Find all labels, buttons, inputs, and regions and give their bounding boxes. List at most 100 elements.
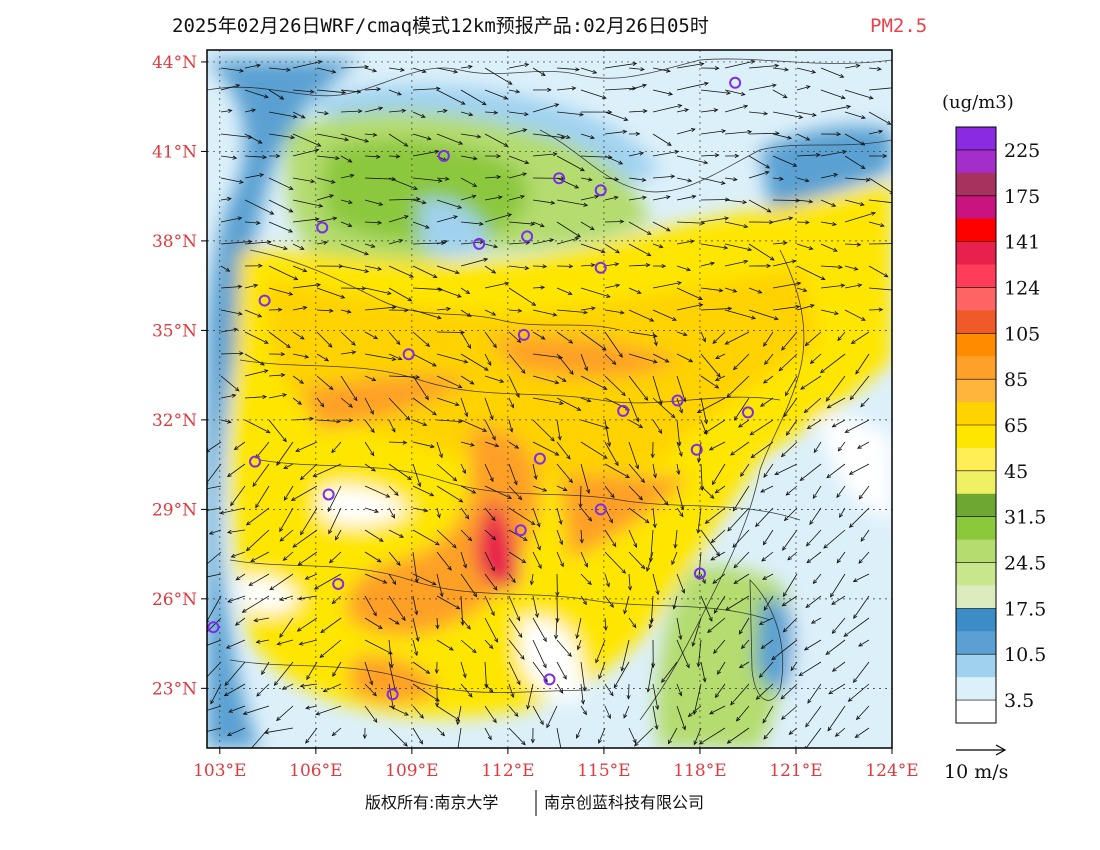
wind-arrow: [335, 529, 342, 541]
wind-arrow: [762, 705, 774, 724]
wind-arrow: [804, 331, 822, 347]
wind-arrow: [220, 216, 243, 223]
wind-arrow: [412, 199, 427, 205]
wind-arrow: [700, 108, 719, 113]
wind-arrow: [316, 216, 338, 223]
wind-arrow: [220, 375, 240, 392]
wind-arrow: [388, 353, 403, 361]
wind-arrow: [508, 89, 521, 94]
wind-arrow: [868, 265, 889, 278]
colorbar-swatch: [956, 356, 996, 380]
wind-arrow: [484, 89, 509, 100]
wind-arrow: [700, 153, 720, 158]
wind-arrow: [868, 221, 885, 228]
wind-arrow: [580, 194, 600, 201]
city-stations: [207, 76, 754, 701]
wind-arrow: [305, 705, 318, 710]
wind-arrow: [508, 172, 528, 179]
wind-arrow: [340, 173, 355, 179]
wind-arrow: [460, 617, 471, 630]
wind-arrow: [268, 331, 291, 349]
wind-arrow: [700, 375, 720, 389]
wind-arrow: [364, 463, 376, 472]
wind-arrow: [332, 661, 342, 678]
wind-arrow: [532, 87, 552, 92]
wind-arrow: [580, 89, 607, 100]
wind-arrow: [785, 419, 798, 436]
colorbar-swatch: [956, 218, 996, 243]
wind-arrow: [578, 485, 583, 509]
wind-arrow: [820, 243, 838, 252]
wind-arrow: [813, 441, 822, 454]
wind-arrow: [292, 111, 306, 119]
wind-arrow: [781, 331, 798, 351]
lon-tick-label: 118°E: [673, 761, 726, 781]
wind-arrow: [434, 683, 440, 708]
wind-arrow: [844, 155, 866, 170]
wind-arrow: [436, 108, 448, 114]
colorbar-label: 124: [1004, 277, 1040, 299]
wind-arrow: [652, 243, 664, 249]
wind-arrow: [227, 595, 246, 603]
wind-arrow: [244, 369, 269, 377]
wind-arrow: [628, 263, 651, 268]
wind-arrow: [230, 551, 246, 558]
wind-arrow: [364, 287, 392, 296]
wind-arrow: [364, 485, 391, 498]
wind-arrow: [436, 133, 464, 145]
chart-title: 2025年02月26日WRF/cmaq模式12km预报产品:02月26日05时: [172, 15, 709, 37]
wind-arrow: [292, 331, 305, 340]
wind-arrow: [772, 240, 788, 246]
wind-arrow: [676, 62, 705, 69]
lat-tick-label: 35°N: [152, 321, 197, 341]
colorbar-label: 105: [1004, 323, 1040, 345]
wind-arrow: [844, 63, 861, 69]
wind-arrow: [484, 639, 494, 650]
wind-arrow: [484, 67, 513, 85]
wind-arrow: [292, 217, 320, 223]
wind-arrow: [412, 86, 441, 91]
wind-arrow: [412, 221, 430, 229]
wind-arrow: [787, 551, 798, 561]
wind-arrow: [484, 551, 495, 572]
wind-arrow: [580, 331, 607, 351]
wind-arrow: [412, 661, 431, 674]
wind-arrow: [672, 595, 678, 610]
wind-arrow: [276, 441, 294, 466]
colorbar-swatch: [956, 516, 996, 541]
wind-arrow: [730, 441, 750, 456]
wind-arrow: [831, 661, 846, 672]
wind-arrow: [508, 507, 536, 525]
wind-arrow: [661, 661, 678, 683]
wind-arrow: [628, 131, 641, 136]
wind-arrow: [676, 353, 694, 363]
wind-arrow: [580, 441, 608, 459]
wind-arrow: [292, 243, 305, 250]
wind-arrow: [388, 133, 409, 147]
wind-arrow: [844, 89, 874, 100]
wind-arrow: [269, 573, 294, 591]
wind-arrow: [738, 661, 750, 669]
wind-arrow: [292, 353, 310, 359]
wind-arrow: [733, 573, 750, 584]
wind-arrow: [724, 287, 738, 293]
wind-arrow: [436, 441, 443, 459]
wind-arrow: [740, 463, 750, 478]
wind-arrow: [207, 551, 222, 565]
wind-arrow: [646, 551, 654, 572]
wind-arrow: [316, 308, 334, 313]
wind-arrow: [484, 727, 492, 741]
station-marker: [594, 184, 607, 197]
wind-arrow: [628, 507, 650, 524]
colorbar-label: 17.5: [1004, 598, 1046, 620]
wind-arrow: [219, 507, 246, 515]
colorbar-swatch: [956, 539, 996, 564]
wind-arrow: [676, 507, 684, 518]
wind-arrow: [755, 507, 774, 528]
wind-arrow: [241, 595, 270, 613]
wind-arrow: [709, 705, 726, 715]
wind-arrow: [484, 375, 505, 383]
wind-arrow: [696, 507, 702, 534]
wind-arrow: [364, 617, 383, 630]
wind-arrow: [460, 573, 478, 598]
